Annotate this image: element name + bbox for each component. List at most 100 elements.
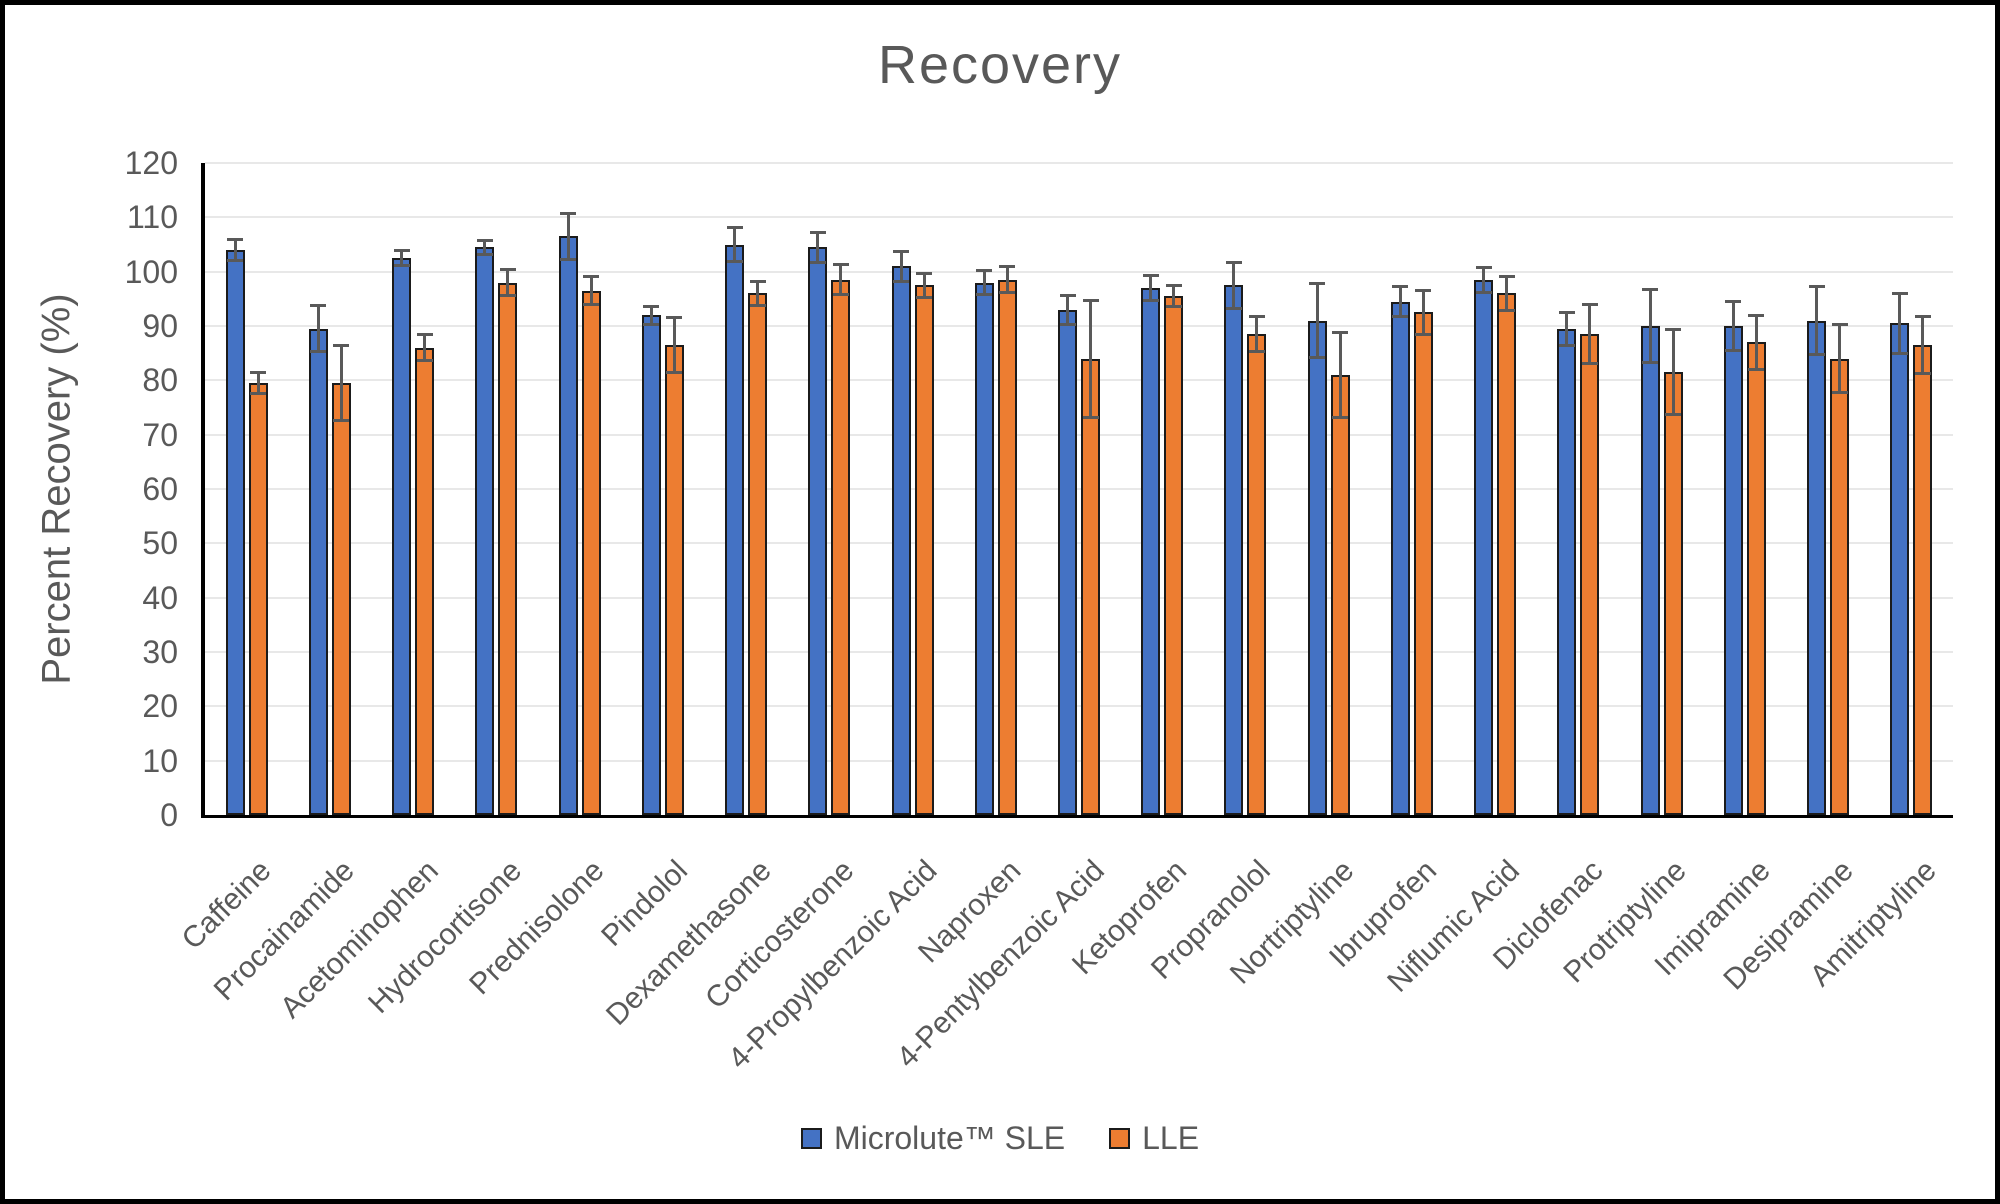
y-tick-label-80: 80 <box>142 362 178 399</box>
error-cap-bottom-microlute-sle-ibruprofen <box>1392 315 1409 319</box>
bar-microlute-sle-hydrocortisone <box>475 247 495 815</box>
error-cap-bottom-microlute-sle-naproxen <box>976 293 993 297</box>
bar-microlute-sle-nortriptyline <box>1307 320 1327 815</box>
error-cap-bottom-lle-imipramine <box>1748 367 1765 371</box>
bar-microlute-sle-naproxen <box>974 282 994 815</box>
error-cap-top-lle-prednisolone <box>583 275 600 279</box>
error-cap-top-lle-procainamide <box>333 343 350 347</box>
error-cap-bottom-lle-diclofenac <box>1581 361 1598 365</box>
error-bar-lle-naproxen <box>1005 268 1009 292</box>
error-bar-lle-propranolol <box>1255 318 1259 350</box>
error-cap-bottom-microlute-sle-amitriptyline <box>1891 351 1908 355</box>
error-bar-microlute-sle-naproxen <box>982 271 986 294</box>
bar-lle-amitriptyline <box>1913 345 1933 815</box>
error-cap-top-lle-ketoprofen <box>1165 284 1182 288</box>
error-bar-microlute-sle-4-pentylbenzoic-acid <box>1066 296 1069 323</box>
error-cap-top-microlute-sle-dexamethasone <box>726 225 743 229</box>
error-bar-microlute-sle-caffeine <box>233 240 237 260</box>
gridline-100 <box>205 270 1953 273</box>
y-tick-label-120: 120 <box>124 145 178 181</box>
error-bar-lle-imipramine <box>1754 316 1758 368</box>
bar-lle-hydrocortisone <box>498 282 518 815</box>
error-cap-bottom-microlute-sle-protriptyline <box>1642 360 1659 364</box>
legend-label-microlute-sle: Microlute™ SLE <box>833 1120 1066 1156</box>
error-cap-bottom-microlute-sle-niflumic-acid <box>1475 290 1492 294</box>
error-bar-lle-niflumic-acid <box>1505 277 1509 310</box>
gridline-110 <box>205 216 1953 219</box>
error-cap-top-lle-nortriptyline <box>1332 331 1349 335</box>
bar-microlute-sle-desipramine <box>1807 320 1827 815</box>
y-tick-label-20: 20 <box>142 688 178 725</box>
bar-microlute-sle-niflumic-acid <box>1474 279 1494 815</box>
gridline-70 <box>205 433 1953 436</box>
error-bar-microlute-sle-amitriptyline <box>1898 295 1902 352</box>
legend-item-microlute-sle: Microlute™ SLE <box>800 1120 1066 1157</box>
error-cap-top-lle-ibruprofen <box>1415 289 1432 293</box>
bar-microlute-sle-amitriptyline <box>1890 323 1910 815</box>
error-cap-bottom-lle-pindolol <box>666 371 683 375</box>
bar-microlute-sle-prednisolone <box>558 236 578 815</box>
error-cap-top-microlute-sle-corticosterone <box>809 230 826 234</box>
error-bar-lle-diclofenac <box>1588 306 1592 362</box>
error-bar-lle-corticosterone <box>839 266 843 294</box>
error-cap-bottom-microlute-sle-caffeine <box>227 259 244 263</box>
error-cap-bottom-lle-4-pentylbenzoic-acid <box>1082 415 1099 419</box>
y-tick-label-40: 40 <box>142 579 178 616</box>
gridline-120 <box>205 162 1953 164</box>
error-bar-microlute-sle-corticosterone <box>816 233 820 261</box>
error-bar-lle-amitriptyline <box>1921 317 1925 373</box>
legend: Microlute™ SLE LLE <box>0 1120 2000 1157</box>
error-cap-bottom-microlute-sle-desipramine <box>1808 353 1825 357</box>
error-cap-bottom-microlute-sle-propranolol <box>1225 306 1242 310</box>
error-cap-top-lle-acetominophen <box>416 333 433 337</box>
error-cap-bottom-lle-ketoprofen <box>1165 304 1182 308</box>
error-cap-top-lle-pindolol <box>666 315 683 319</box>
error-cap-top-microlute-sle-protriptyline <box>1642 288 1659 292</box>
error-cap-bottom-microlute-sle-corticosterone <box>809 260 826 264</box>
bar-lle-ibruprofen <box>1413 312 1433 815</box>
error-cap-top-microlute-sle-naproxen <box>976 268 993 272</box>
error-cap-top-microlute-sle-propranolol <box>1225 260 1242 264</box>
y-tick-label-110: 110 <box>126 199 178 236</box>
error-bar-microlute-sle-procainamide <box>316 307 320 351</box>
error-bar-microlute-sle-pindolol <box>649 307 653 323</box>
bar-microlute-sle-diclofenac <box>1557 328 1577 815</box>
error-cap-bottom-microlute-sle-4-propylbenzoic-acid <box>893 279 910 283</box>
error-cap-bottom-lle-dexamethasone <box>749 304 766 308</box>
error-cap-bottom-microlute-sle-ketoprofen <box>1142 298 1159 302</box>
error-cap-bottom-lle-corticosterone <box>832 293 849 297</box>
error-cap-top-lle-propranolol <box>1248 315 1265 319</box>
error-cap-bottom-lle-nortriptyline <box>1332 415 1349 419</box>
error-bar-microlute-sle-ibruprofen <box>1398 287 1402 316</box>
bar-lle-desipramine <box>1830 358 1850 815</box>
error-cap-top-microlute-sle-caffeine <box>227 237 244 241</box>
bar-lle-protriptyline <box>1663 372 1683 815</box>
error-bar-microlute-sle-protriptyline <box>1648 291 1652 361</box>
gridline-50 <box>205 542 1953 545</box>
bar-lle-4-pentylbenzoic-acid <box>1081 358 1100 815</box>
y-tick-label-30: 30 <box>142 634 178 670</box>
error-bar-microlute-sle-propranolol <box>1232 263 1236 307</box>
bar-lle-nortriptyline <box>1330 374 1350 815</box>
error-cap-bottom-microlute-sle-acetominophen <box>393 264 410 268</box>
error-cap-top-microlute-sle-nortriptyline <box>1309 282 1326 286</box>
error-cap-top-lle-4-propylbenzoic-acid <box>916 271 933 275</box>
error-cap-bottom-lle-acetominophen <box>416 359 433 363</box>
bar-lle-propranolol <box>1247 334 1267 815</box>
error-bar-microlute-sle-niflumic-acid <box>1482 268 1486 291</box>
error-cap-bottom-microlute-sle-hydrocortisone <box>476 252 493 256</box>
bar-lle-niflumic-acid <box>1497 293 1517 815</box>
error-cap-bottom-lle-procainamide <box>333 419 350 423</box>
y-tick-label-10: 10 <box>142 742 178 779</box>
error-cap-bottom-lle-4-propylbenzoic-acid <box>916 295 933 299</box>
bar-microlute-sle-caffeine <box>225 249 245 815</box>
error-cap-top-microlute-sle-4-pentylbenzoic-acid <box>1059 293 1076 297</box>
bar-lle-caffeine <box>248 383 268 815</box>
error-cap-top-lle-caffeine <box>250 370 267 374</box>
error-cap-top-lle-diclofenac <box>1581 303 1598 307</box>
error-cap-top-microlute-sle-procainamide <box>310 303 327 307</box>
error-cap-top-lle-amitriptyline <box>1914 314 1931 318</box>
error-bar-lle-nortriptyline <box>1338 334 1342 416</box>
legend-swatch-microlute-sle-icon <box>800 1128 822 1149</box>
